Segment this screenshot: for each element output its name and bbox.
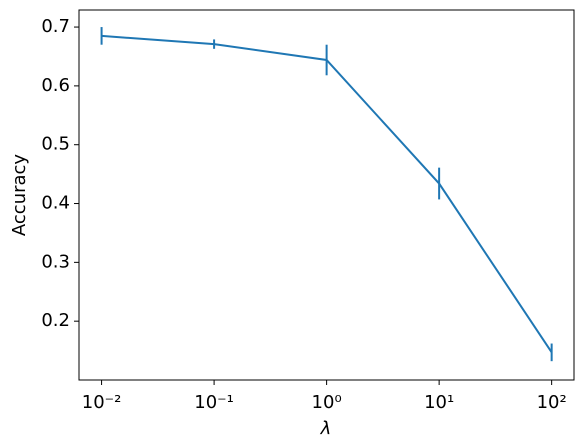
y-tick-label: 0.6	[41, 75, 70, 96]
x-tick-label: 10⁻¹	[194, 392, 234, 413]
y-tick-label: 0.5	[41, 134, 70, 155]
x-axis-label: λ	[320, 418, 332, 439]
y-tick-label: 0.2	[41, 310, 70, 331]
y-axis-label: Accuracy	[9, 154, 30, 237]
y-tick-label: 0.4	[41, 193, 70, 214]
x-tick-label: 10¹	[424, 392, 454, 413]
x-tick-label: 10²	[537, 392, 567, 413]
x-tick-label: 10⁰	[312, 392, 342, 413]
y-tick-label: 0.3	[41, 251, 70, 272]
y-tick-label: 0.7	[41, 16, 70, 37]
line	[101, 34, 553, 353]
x-tick-label: 10⁻²	[82, 392, 122, 413]
